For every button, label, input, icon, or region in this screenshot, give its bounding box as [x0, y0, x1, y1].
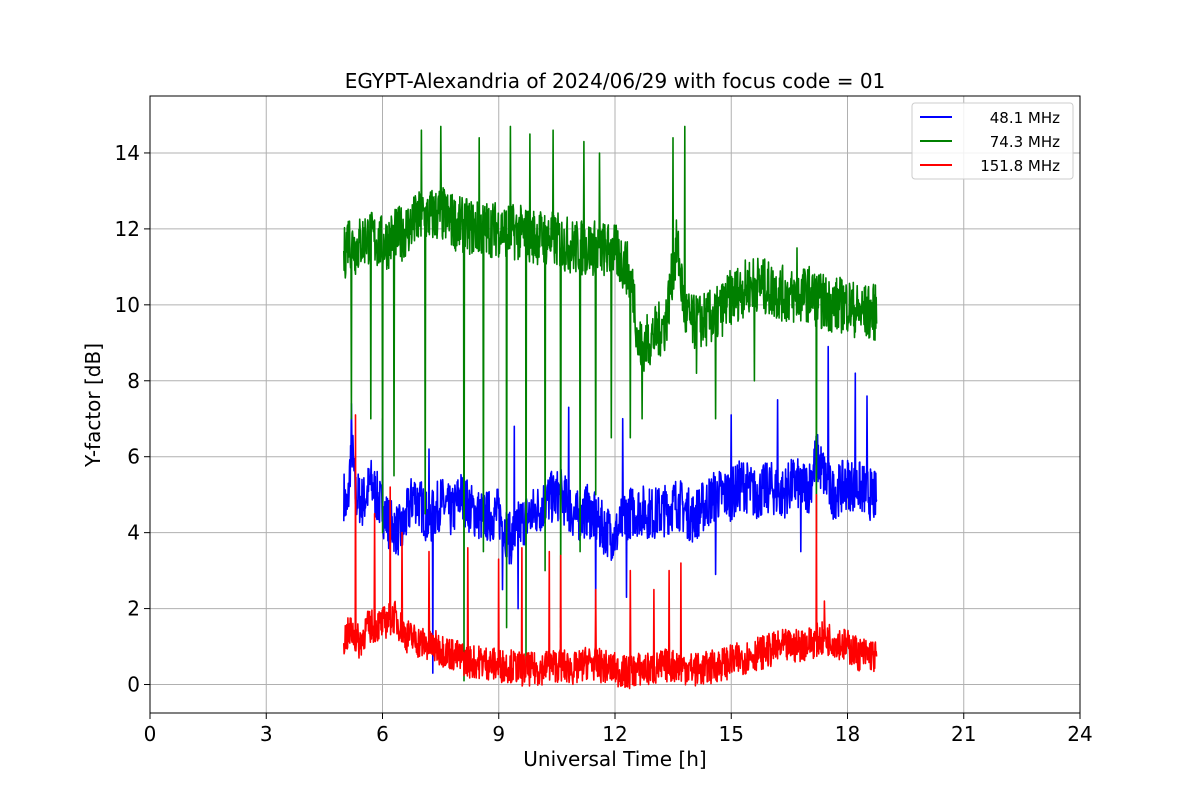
legend-label-1: 74.3 MHz — [990, 133, 1060, 151]
y-tick-label: 8 — [127, 369, 140, 393]
legend-box — [911, 102, 1074, 180]
chart-title: EGYPT-Alexandria of 2024/06/29 with focu… — [345, 69, 886, 93]
y-tick-label: 0 — [127, 673, 140, 697]
x-tick-label: 6 — [376, 722, 389, 746]
y-tick-label: 10 — [115, 293, 140, 317]
plot-area — [343, 125, 878, 690]
x-axis-label: Universal Time [h] — [523, 747, 706, 771]
legend: 48.1 MHz 74.3 MHz 151.8 MHz — [911, 102, 1074, 180]
x-axis: 0 3 6 9 12 15 18 21 24 — [144, 713, 1093, 746]
x-tick-label: 9 — [492, 722, 505, 746]
x-tick-label: 15 — [719, 722, 744, 746]
x-tick-label: 3 — [260, 722, 273, 746]
y-tick-label: 2 — [127, 597, 140, 621]
y-axis-label: Y-factor [dB] — [81, 343, 105, 468]
y-tick-label: 6 — [127, 445, 140, 469]
y-tick-label: 4 — [127, 521, 140, 545]
y-tick-label: 12 — [115, 217, 140, 241]
series-line-2 — [343, 414, 878, 690]
legend-label-2: 151.8 MHz — [980, 157, 1060, 175]
legend-label-0: 48.1 MHz — [990, 109, 1060, 127]
series-line-0 — [343, 345, 878, 674]
y-axis: 0 2 4 6 8 10 12 14 — [115, 141, 150, 697]
x-tick-label: 21 — [951, 722, 976, 746]
series-line-1 — [343, 125, 878, 682]
x-tick-label: 12 — [602, 722, 627, 746]
x-tick-label: 0 — [144, 722, 157, 746]
x-tick-label: 24 — [1067, 722, 1092, 746]
y-tick-label: 14 — [115, 141, 140, 165]
x-tick-label: 18 — [835, 722, 860, 746]
